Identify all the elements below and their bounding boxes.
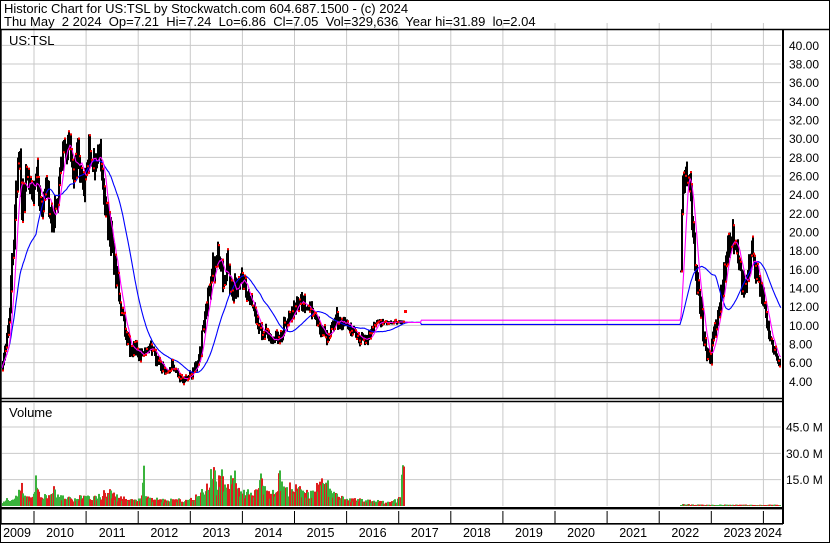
year-tick-label: 2019 (515, 526, 543, 540)
year-tick-label: 2024 (754, 526, 782, 540)
price-tick-label: 32.00 (789, 113, 819, 127)
chart-title: Historic Chart for US:TSL by Stockwatch.… (4, 1, 409, 16)
axis-labels: 40.00 38.00 36.00 34.00 32.00 30.00 28.00 26.00… (3, 39, 823, 540)
volume-panel-label: Volume (9, 405, 53, 420)
year-tick-label: 2012 (150, 526, 178, 540)
volume-tick-label: 45.0 M (786, 420, 823, 434)
year-tick-label: 2010 (46, 526, 74, 540)
gridlines (2, 23, 781, 523)
year-tick-label: 2014 (255, 526, 283, 540)
candle-close-dots (2, 130, 781, 386)
price-tick-label: 38.00 (789, 57, 819, 71)
year-tick-label: 2015 (307, 526, 335, 540)
volume-tick-label: 30.0 M (786, 447, 823, 461)
year-tick-label: 2016 (359, 526, 387, 540)
price-tick-label: 8.00 (789, 337, 813, 351)
price-tick-label: 40.00 (789, 39, 819, 53)
price-tick-label: 30.00 (789, 132, 819, 146)
price-tick-label: 10.00 (789, 319, 819, 333)
price-tick-label: 4.00 (789, 375, 813, 389)
year-tick-label: 2017 (411, 526, 439, 540)
price-tick-label: 28.00 (789, 151, 819, 165)
price-tick-label: 14.00 (789, 281, 819, 295)
price-panel-symbol-label: US:TSL (9, 33, 55, 48)
candlesticks (2, 130, 781, 386)
price-tick-label: 18.00 (789, 244, 819, 258)
year-tick-label: 2018 (463, 526, 491, 540)
price-tick-label: 6.00 (789, 356, 813, 370)
volume-tick-label: 15.0 M (786, 473, 823, 487)
price-tick-label: 24.00 (789, 188, 819, 202)
volume-bars (2, 465, 781, 506)
price-tick-label: 34.00 (789, 95, 819, 109)
chart-quote-line: Thu May 2 2024 Op=7.21 Hi=7.24 Lo=6.86 C… (4, 14, 536, 29)
price-tick-label: 36.00 (789, 76, 819, 90)
moving-average-lines (1, 144, 782, 380)
price-tick-label: 16.00 (789, 263, 819, 277)
year-tick-label: 2013 (202, 526, 230, 540)
year-tick-label: 2009 (3, 526, 31, 540)
year-tick-label: 2011 (99, 526, 126, 540)
year-tick-label: 2021 (619, 526, 647, 540)
year-tick-label: 2023 (723, 526, 751, 540)
price-tick-label: 22.00 (789, 207, 819, 221)
year-tick-label: 2020 (567, 526, 595, 540)
price-tick-label: 26.00 (789, 169, 819, 183)
year-tick-label: 2022 (671, 526, 699, 540)
price-tick-label: 20.00 (789, 225, 819, 239)
price-tick-label: 12.00 (789, 300, 819, 314)
